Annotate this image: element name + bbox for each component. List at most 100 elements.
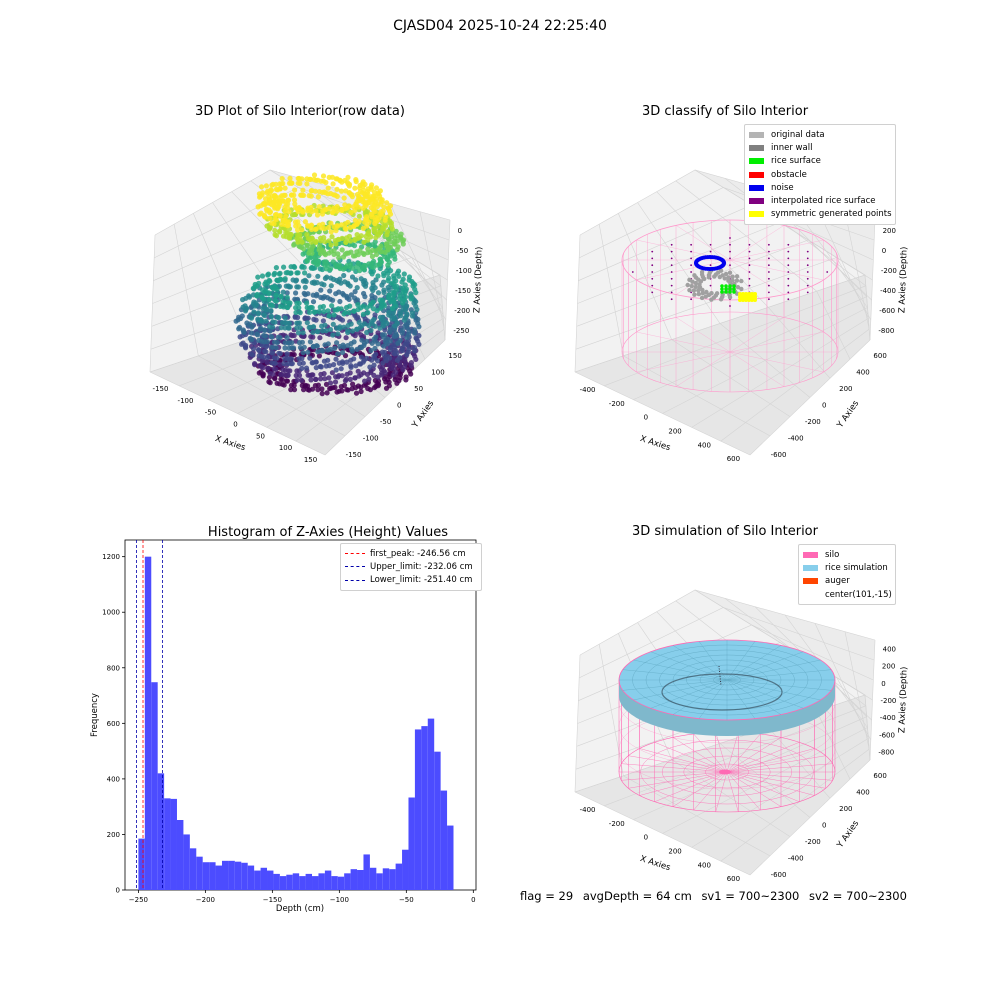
raw-point <box>387 251 393 257</box>
raw-point <box>396 273 402 279</box>
cls-interpolated-point <box>748 250 751 253</box>
cls-inner-wall-point <box>718 268 724 273</box>
raw-point <box>385 270 391 276</box>
cls-inner-wall-point <box>687 277 692 283</box>
raw-point <box>281 264 287 270</box>
histogram-bar <box>447 825 454 890</box>
raw-point <box>265 271 272 277</box>
raw-point <box>305 349 311 355</box>
sim-rice-mesh-line <box>726 641 756 681</box>
raw-point <box>323 381 330 387</box>
raw-point <box>313 208 319 214</box>
raw-point <box>354 232 360 238</box>
raw-point <box>300 350 306 356</box>
raw-point <box>291 197 298 203</box>
raw-point <box>298 377 304 383</box>
raw-point <box>308 188 314 194</box>
raw-point <box>380 360 386 366</box>
raw-point <box>296 340 303 346</box>
sim-silo-floor-line <box>639 771 728 796</box>
sim-legend-item: center(101,-15) <box>803 588 892 601</box>
cls-silo-top-line <box>636 259 731 281</box>
raw-point <box>278 293 284 299</box>
flag-readout: flag = 29 <box>520 889 574 903</box>
sim-silo-floor-line <box>628 755 728 773</box>
raw-point <box>339 179 345 185</box>
cls-silo-top-line <box>729 259 824 281</box>
raw-point <box>294 368 300 374</box>
cls-interpolated-point <box>690 298 693 301</box>
histogram-legend-item: Lower_limit: -251.40 cm <box>345 574 477 587</box>
raw-point <box>315 387 321 393</box>
raw-point <box>344 235 350 241</box>
cls-silo-floor-line <box>729 331 824 353</box>
raw-point <box>320 173 327 179</box>
raw-point <box>331 362 337 368</box>
raw-point <box>326 313 332 319</box>
raw-point <box>284 351 290 357</box>
raw-point <box>275 334 281 340</box>
raw-point <box>262 200 268 206</box>
raw-point <box>338 188 345 194</box>
raw-point <box>335 351 341 357</box>
raw-point <box>312 188 318 194</box>
raw-point <box>259 184 265 190</box>
raw-point <box>249 330 255 336</box>
raw-point <box>316 309 322 315</box>
raw-point <box>283 213 289 219</box>
raw-point <box>401 271 407 277</box>
raw-point <box>319 391 325 397</box>
histogram-bar <box>337 876 345 890</box>
sim-rice-mesh-line <box>726 679 804 709</box>
raw-point <box>339 317 346 323</box>
raw-point <box>347 224 353 230</box>
raw-point <box>321 308 327 315</box>
raw-point <box>362 378 368 384</box>
raw-point <box>273 265 279 271</box>
cls-interpolated-point <box>767 264 770 267</box>
histogram-ytick-label: 400 <box>107 775 120 783</box>
raw-point <box>307 355 313 361</box>
sim-ztick: 0 <box>881 680 885 688</box>
raw-point <box>321 282 327 288</box>
sim-rice-mesh-line <box>698 679 728 719</box>
raw-point <box>239 313 245 319</box>
histogram-legend-item: Upper_limit: -232.06 cm <box>345 560 477 573</box>
raw-pane-left <box>150 170 440 372</box>
raw-point <box>300 209 306 215</box>
cls-ztick: -400 <box>880 287 896 295</box>
cls-rice-surface-point <box>724 290 728 294</box>
raw-point <box>402 290 408 296</box>
raw-point <box>258 369 264 375</box>
raw-point <box>345 322 351 329</box>
raw-point <box>373 248 379 254</box>
raw-point <box>279 320 285 326</box>
raw-point <box>301 192 307 198</box>
histogram-bar <box>286 874 293 890</box>
raw-point <box>333 356 339 362</box>
sim-legend-label: silo <box>825 549 840 560</box>
histogram-bar <box>414 729 422 890</box>
raw-point <box>272 232 278 238</box>
raw-point <box>273 303 279 309</box>
cls-legend-swatch <box>749 171 764 178</box>
simulation-plot-title: 3D simulation of Silo Interior <box>632 524 818 539</box>
raw-point <box>300 330 306 336</box>
histogram-bar <box>305 873 313 890</box>
cls-ytick: 600 <box>873 352 886 360</box>
sim-legend-item: auger <box>803 575 891 588</box>
raw-point <box>333 264 339 270</box>
raw-point <box>313 317 319 323</box>
sim-silo-floor-line <box>726 748 815 773</box>
cls-symmetric-point <box>753 292 757 296</box>
raw-point <box>372 221 378 227</box>
cls-rice-surface-point <box>728 287 732 291</box>
raw-point <box>336 360 342 366</box>
cls-interpolated-point <box>651 257 654 260</box>
raw-point <box>376 191 382 197</box>
raw-point <box>360 205 366 211</box>
raw-point <box>291 212 297 218</box>
raw-point <box>349 194 355 200</box>
raw-point <box>327 327 334 333</box>
raw-point <box>350 204 357 210</box>
